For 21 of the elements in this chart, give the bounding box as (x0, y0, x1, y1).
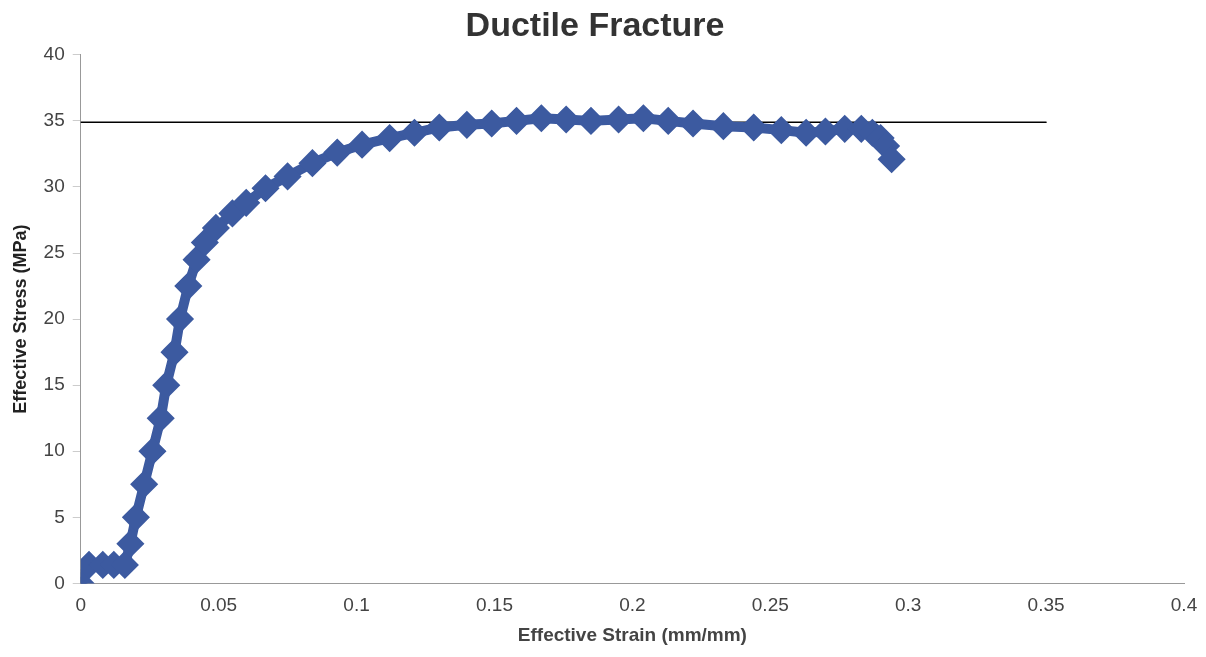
y-tick-label: 0 (54, 571, 65, 593)
chart-title: Ductile Fracture (465, 4, 725, 43)
y-tick-label: 25 (43, 241, 65, 263)
x-tick-label: 0.25 (751, 594, 789, 616)
y-tick-label: 5 (54, 505, 65, 527)
x-tick-label: 0.35 (1027, 594, 1065, 616)
x-tick-label: 0.05 (200, 594, 238, 616)
y-tick-label: 30 (43, 175, 65, 197)
y-axis-title: Effective Stress (MPa) (9, 224, 30, 414)
x-tick-label: 0 (75, 594, 87, 616)
x-tick-label: 0.4 (1170, 594, 1198, 616)
y-tick-label: 40 (43, 43, 65, 65)
x-axis-title: Effective Strain (mm/mm) (517, 623, 747, 645)
y-tick-label: 10 (43, 439, 65, 461)
x-tick-label: 0.2 (619, 594, 646, 616)
x-tick-label: 0.1 (343, 594, 370, 616)
x-tick-label: 0.15 (475, 594, 513, 616)
x-tick-label: 0.3 (894, 594, 922, 616)
y-tick-label: 15 (43, 373, 65, 395)
y-tick-label: 20 (43, 307, 65, 329)
y-tick-label: 35 (43, 109, 65, 131)
